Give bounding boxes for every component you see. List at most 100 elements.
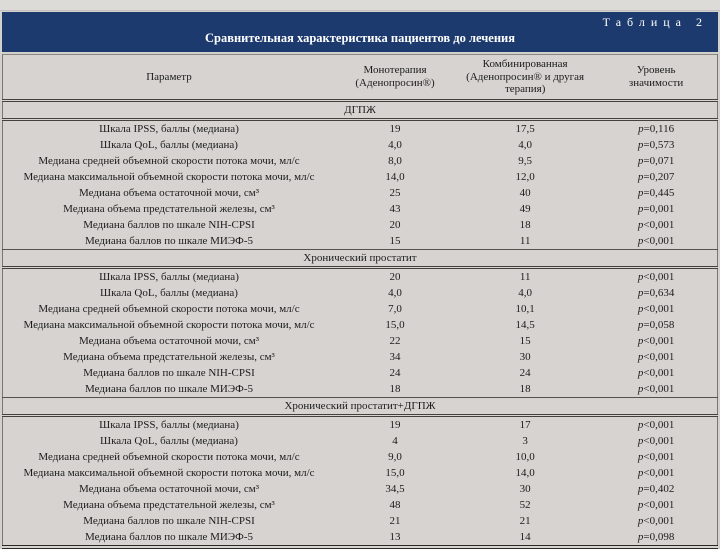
table-row: Шкала IPSS, баллы (медиана) 19 17,5 p=0,116: [3, 119, 718, 137]
monotherapy-value-cell: 25: [389, 186, 401, 199]
section-row: Хронический простатит+ДГПЖ: [2, 396, 718, 417]
table-title-band: Таблица 2 Сравнительная характеристика п…: [2, 12, 718, 52]
monotherapy-value-cell: 19: [389, 122, 401, 135]
monotherapy-value-cell: 13: [389, 530, 401, 543]
parameter-cell: Медиана максимальной объемной скорости п…: [23, 318, 315, 331]
col-header-parameter: Параметр: [2, 54, 335, 102]
monotherapy-value-cell: 34: [389, 350, 401, 363]
page-top-margin: [0, 0, 720, 11]
monotherapy-value-cell: 48: [389, 498, 401, 511]
monotherapy-value-cell: 4: [392, 434, 398, 447]
combined-value-cell: 18: [519, 218, 531, 231]
table-row: Шкала IPSS, баллы (медиана) 19 17 p<0,001: [3, 415, 718, 433]
p-value-cell: p=0,207: [637, 170, 675, 183]
combined-value-cell: 9,5: [518, 154, 533, 167]
section-title: Хронический простатит: [2, 248, 718, 269]
table-row: Медиана баллов по шкале МИЭФ-5 13 14 p=0,09…: [3, 529, 718, 547]
table-row: Медиана средней объемной скорости потока…: [3, 153, 718, 169]
column-header-row: Параметр Монотерапия (Аденопросин®) Комб…: [2, 54, 718, 102]
monotherapy-value-cell: 8,0: [388, 154, 402, 167]
monotherapy-value-cell: 22: [389, 334, 401, 347]
combined-value-cell: 4,0: [518, 138, 533, 151]
section-row: ДГПЖ: [2, 99, 718, 121]
comparison-table: Параметр Монотерапия (Аденопросин®) Комб…: [2, 54, 718, 549]
p-value-cell: p=0,402: [637, 482, 675, 495]
table-row: Медиана максимальной объемной скорости п…: [3, 465, 718, 481]
monotherapy-value-cell: 4,0: [388, 286, 402, 299]
combined-value-cell: 40: [519, 186, 531, 199]
combined-value-cell: 49: [519, 202, 531, 215]
monotherapy-value-cell: 7,0: [388, 302, 402, 315]
table-row: Медиана баллов по шкале МИЭФ-5 15 11 p<0,00…: [3, 233, 718, 250]
parameter-cell: Медиана средней объемной скорости потока…: [38, 450, 300, 463]
parameter-cell: Медиана средней объемной скорости потока…: [38, 302, 300, 315]
parameter-cell: Медиана объема остаточной мочи, см³: [78, 482, 260, 495]
table-row: Медиана объема предстательной железы, см…: [3, 349, 718, 365]
p-value-cell: p<0,001: [637, 334, 675, 347]
combined-value-cell: 10,1: [515, 302, 535, 315]
table-number-label: Таблица 2: [602, 15, 708, 29]
combined-value-cell: 21: [519, 514, 531, 527]
p-value-cell: p=0,634: [637, 286, 675, 299]
p-value-cell: p<0,001: [637, 366, 675, 379]
table-body: ДГПЖ Шкала IPSS, баллы (медиана) 19 17,5 p=0…: [2, 99, 718, 547]
monotherapy-value-cell: 20: [389, 218, 401, 231]
table-row: Медиана баллов по шкале NIH-CPSI 21 21 p<0,…: [3, 513, 718, 529]
parameter-cell: Медиана баллов по шкале МИЭФ-5: [84, 382, 254, 395]
combined-value-cell: 30: [519, 482, 531, 495]
p-value-cell: p<0,001: [637, 270, 675, 283]
monotherapy-value-cell: 20: [389, 270, 401, 283]
monotherapy-value-cell: 15: [389, 234, 401, 247]
combined-value-cell: 18: [519, 382, 531, 395]
monotherapy-value-cell: 14,0: [385, 170, 405, 183]
parameter-cell: Медиана максимальной объемной скорости п…: [23, 466, 315, 479]
monotherapy-value-cell: 19: [389, 418, 401, 431]
combined-value-cell: 10,0: [515, 450, 535, 463]
p-value-cell: p<0,001: [637, 514, 675, 527]
combined-value-cell: 12,0: [515, 170, 535, 183]
parameter-cell: Медиана баллов по шкале МИЭФ-5: [84, 234, 254, 247]
monotherapy-value-cell: 9,0: [388, 450, 402, 463]
section-row: Хронический простатит: [2, 248, 718, 269]
parameter-cell: Шкала IPSS, баллы (медиана): [99, 270, 239, 283]
table-row: Медиана максимальной объемной скорости п…: [3, 169, 718, 185]
combined-value-cell: 4,0: [518, 286, 533, 299]
monotherapy-value-cell: 18: [389, 382, 401, 395]
table-row: Шкала QoL, баллы (медиана) 4,0 4,0 p=0,634: [3, 285, 718, 301]
monotherapy-value-cell: 43: [389, 202, 401, 215]
p-value-cell: p=0,071: [637, 154, 675, 167]
table-row: Медиана объема предстательной железы, см…: [3, 497, 718, 513]
p-value-cell: p<0,001: [637, 302, 675, 315]
table-row: Шкала QoL, баллы (медиана) 4,0 4,0 p=0,573: [3, 137, 718, 153]
table-row: Медиана объема остаточной мочи, см³ 25 40 p…: [3, 185, 718, 201]
parameter-cell: Медиана баллов по шкале NIH-CPSI: [83, 366, 255, 379]
combined-value-cell: 30: [519, 350, 531, 363]
p-value-cell: p<0,001: [637, 498, 675, 511]
parameter-cell: Медиана баллов по шкале МИЭФ-5: [84, 530, 254, 543]
parameter-cell: Медиана объема предстательной железы, см…: [63, 350, 275, 363]
monotherapy-value-cell: 21: [389, 514, 401, 527]
col-header-combined: Комбинированная (Аденопросин® и другая т…: [455, 54, 596, 102]
combined-value-cell: 3: [522, 434, 528, 447]
section-title: Хронический простатит+ДГПЖ: [2, 396, 718, 417]
table-row: Медиана максимальной объемной скорости п…: [3, 317, 718, 333]
table-title: Сравнительная характеристика пациентов д…: [204, 31, 515, 45]
section-title: ДГПЖ: [2, 99, 718, 121]
combined-value-cell: 11: [519, 234, 531, 247]
combined-value-cell: 52: [519, 498, 531, 511]
p-value-cell: p<0,001: [637, 382, 675, 395]
table-row: Медиана средней объемной скорости потока…: [3, 301, 718, 317]
combined-value-cell: 14: [519, 530, 531, 543]
p-value-cell: p<0,001: [637, 218, 675, 231]
parameter-cell: Медиана объема предстательной железы, см…: [63, 498, 275, 511]
p-value-cell: p=0,058: [637, 318, 675, 331]
combined-value-cell: 17,5: [515, 122, 535, 135]
monotherapy-value-cell: 15,0: [385, 318, 405, 331]
table-row: Медиана средней объемной скорости потока…: [3, 449, 718, 465]
parameter-cell: Медиана максимальной объемной скорости п…: [23, 170, 315, 183]
table-row: Шкала QoL, баллы (медиана) 4 3 p<0,001: [3, 433, 718, 449]
p-value-cell: p<0,001: [637, 466, 675, 479]
parameter-cell: Шкала QoL, баллы (медиана): [100, 138, 238, 151]
monotherapy-value-cell: 4,0: [388, 138, 402, 151]
p-value-cell: p=0,001: [637, 202, 675, 215]
